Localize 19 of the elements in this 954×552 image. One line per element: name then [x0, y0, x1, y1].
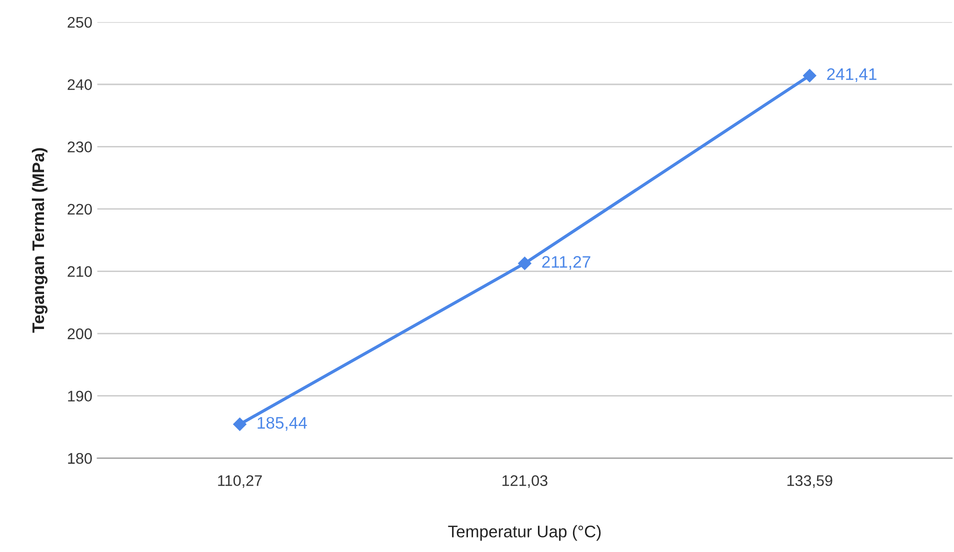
y-tick-label: 200 [68, 328, 92, 340]
x-axis-title: Temperatur Uap (°C) [448, 525, 601, 541]
point [518, 256, 532, 270]
y-tick-label: 180 [68, 453, 92, 464]
y-tick-label: 190 [68, 390, 92, 402]
data-label: 241,41 [827, 68, 876, 82]
point [803, 69, 816, 82]
y-tick-label: 220 [68, 204, 92, 215]
data-label: 185,44 [258, 416, 307, 431]
point [233, 418, 246, 431]
x-tick-label: 133,59 [787, 475, 832, 488]
y-axis-title: Tegangan Termal (MPa) [32, 148, 48, 333]
y-tick-label: 240 [68, 79, 92, 90]
x-tick-label: 121,03 [502, 475, 548, 488]
y-tick-label: 250 [68, 16, 92, 28]
y-tick-label: 210 [68, 266, 92, 277]
y-tick-label: 230 [68, 142, 92, 152]
x-tick-label: 110,27 [218, 475, 262, 488]
data-label: 211,27 [542, 256, 590, 270]
